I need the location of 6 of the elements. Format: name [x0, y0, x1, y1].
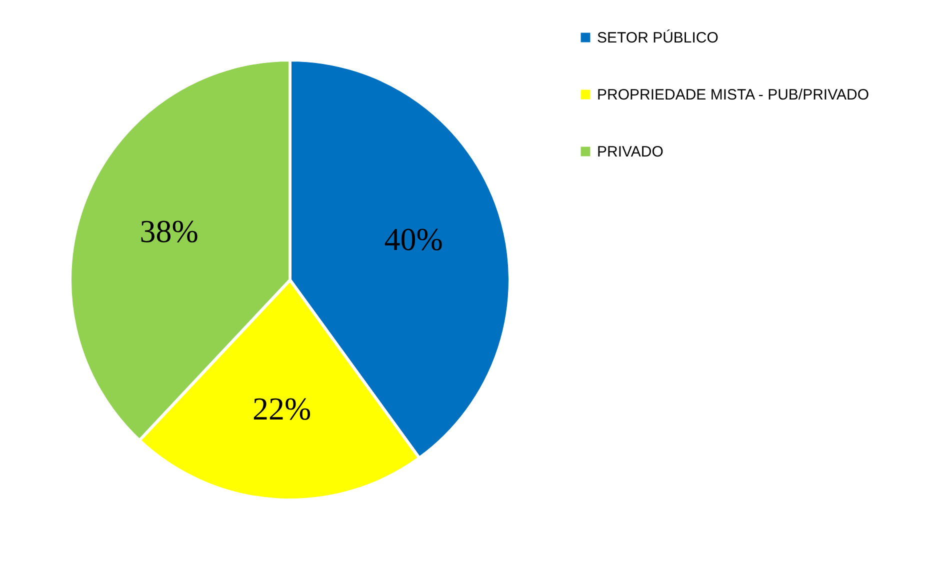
legend-label: PRIVADO	[597, 144, 664, 160]
data-label: 40%	[384, 220, 443, 257]
legend-label: SETOR PÚBLICO	[597, 28, 718, 46]
data-label: 38%	[140, 213, 198, 250]
legend-label: PROPRIEDADE MISTA - PUB/PRIVADO	[597, 86, 869, 104]
data-label: 22%	[252, 390, 312, 427]
